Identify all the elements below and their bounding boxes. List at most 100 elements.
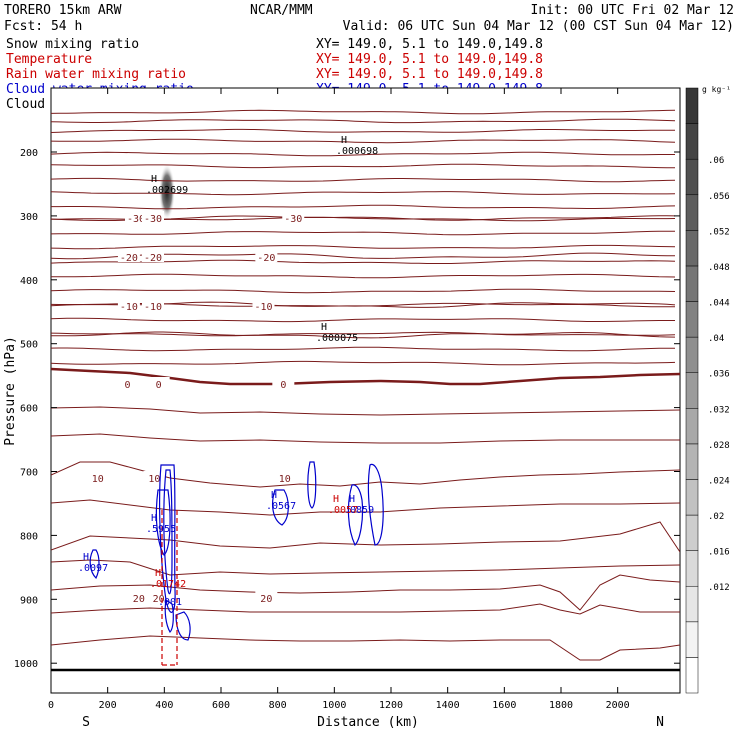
forecast-hour: Fcst: 54 h <box>4 19 82 34</box>
field-name: Rain water mixing ratio <box>6 67 186 82</box>
colorbar-label: .056 <box>708 192 730 202</box>
colorbar-swatch <box>685 87 699 124</box>
colorbar-label: .04 <box>708 334 724 344</box>
isotherm <box>51 109 676 115</box>
init-time: Init: 00 UTC Fri 02 Mar 12 <box>531 3 735 18</box>
isotherm <box>51 230 675 236</box>
isotherm <box>51 163 676 169</box>
colorbar-label: .048 <box>708 263 730 273</box>
cloud-water-contour <box>367 463 384 546</box>
isotherm <box>51 603 680 615</box>
label-mask <box>273 471 296 483</box>
label-mask <box>147 591 170 603</box>
label-mask <box>147 377 170 389</box>
isotherm-zero <box>51 367 680 386</box>
extremum-value: .000075 <box>316 333 358 344</box>
isotherm <box>51 635 680 661</box>
y-tick-label: 600 <box>20 404 38 415</box>
isotherm <box>51 244 676 250</box>
isotherm <box>51 559 680 576</box>
colorbar-swatch <box>685 265 699 302</box>
isotherm-label: 20 <box>153 594 165 605</box>
isotherm-label: -10 <box>254 302 272 313</box>
y-tick-label: 900 <box>20 595 38 606</box>
isotherm <box>51 331 676 339</box>
isotherm-label: 20 <box>260 594 272 605</box>
colorbar-label: .012 <box>708 583 730 593</box>
label-mask <box>255 591 278 603</box>
x-axis: 0 200 400 600 800 1000 1200 1400 1600 1800 2000 <box>48 88 630 711</box>
isotherm <box>51 204 676 210</box>
x-tick-label: 1800 <box>549 700 573 711</box>
cloud-water-contour <box>89 549 100 580</box>
colorbar-swatch <box>685 336 699 373</box>
field-xy: XY= 149.0, 5.1 to 149.0,149.8 <box>316 67 543 82</box>
isotherm-label: -10 <box>144 302 162 313</box>
colorbar-label: .032 <box>708 405 730 415</box>
colorbar-swatch <box>685 230 699 267</box>
isotherm <box>51 118 676 124</box>
isotherm <box>51 331 676 337</box>
x-axis-label: Distance (km) <box>317 715 419 730</box>
org-label: NCAR/MMM <box>250 3 313 18</box>
cloud-water-contour <box>164 598 174 633</box>
isotherm <box>51 273 676 279</box>
label-mask <box>116 377 139 389</box>
isotherm <box>51 128 675 133</box>
extremum-value: .0567 <box>266 501 296 512</box>
extremum-value: .000698 <box>336 146 378 157</box>
isotherm-label: -20 <box>257 253 275 264</box>
isotherm-label: 0 <box>124 380 130 391</box>
colorbar: .012 .016 .02 .024 .028 .032 .036 .04 .044 .048 .0… <box>685 85 731 694</box>
x-tick-label: 800 <box>269 700 287 711</box>
x-tick-label: 600 <box>212 700 230 711</box>
colorbar-swatch <box>685 443 699 480</box>
y-tick-label: 500 <box>20 340 38 351</box>
cloud-water-contour <box>307 461 317 509</box>
x-tick-label: 0 <box>48 700 54 711</box>
cloud-water-contour <box>163 469 173 595</box>
extremum-symbol: H <box>151 513 157 524</box>
extremum-symbol: H <box>341 135 347 146</box>
isotherm <box>51 433 680 444</box>
x-tick-label: 1400 <box>436 700 460 711</box>
isotherm-plus10 <box>51 461 680 488</box>
y-tick-label: 200 <box>20 148 38 159</box>
colorbar-swatch <box>685 158 699 196</box>
colorbar-label: .028 <box>708 441 730 451</box>
colorbar-swatch <box>685 408 699 445</box>
label-mask <box>127 591 150 603</box>
isotherm <box>51 191 676 196</box>
y-tick-label: 1000 <box>14 659 38 670</box>
extremum-symbol: H <box>151 174 157 185</box>
header: TORERO 15km ARW NCAR/MMM Init: 00 UTC Fr… <box>4 3 734 34</box>
y-tick-label: 700 <box>20 468 38 479</box>
label-mask <box>125 211 147 223</box>
isotherm <box>51 521 680 553</box>
north-label: N <box>656 715 664 730</box>
rain-contour <box>161 510 178 666</box>
isotherm <box>51 177 676 183</box>
extremum-value: .001 <box>158 597 182 608</box>
colorbar-label: .06 <box>708 156 724 166</box>
label-mask <box>282 211 305 223</box>
colorbar-label: .044 <box>708 299 730 309</box>
isotherm-label: -30 <box>127 214 145 225</box>
isotherm-label: 10 <box>92 474 104 485</box>
colorbar-swatch <box>685 123 699 160</box>
isotherm-label: -30 <box>284 214 302 225</box>
x-tick-label: 200 <box>99 700 117 711</box>
label-mask <box>86 471 109 483</box>
extremum-value: .0097 <box>78 563 108 574</box>
isotherm-label: 10 <box>148 474 160 485</box>
label-mask <box>255 250 278 262</box>
extremum-symbol: H <box>333 494 339 505</box>
isotherm <box>51 138 676 144</box>
x-tick-label: 1600 <box>492 700 516 711</box>
colorbar-label: .02 <box>708 512 724 522</box>
extremum-value: .0057 <box>328 505 358 516</box>
isotherm <box>51 317 675 323</box>
